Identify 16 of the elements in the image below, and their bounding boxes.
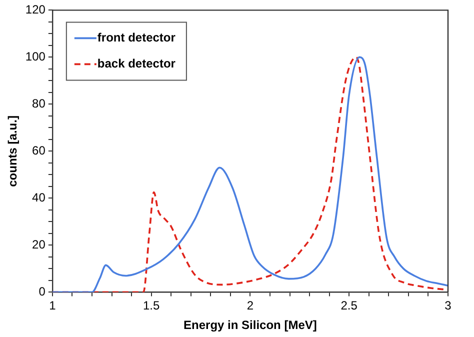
y-tick-label: 40 <box>32 190 46 205</box>
x-axis-title: Energy in Silicon [MeV] <box>184 318 317 332</box>
x-tick-label: 1 <box>49 298 56 313</box>
legend-label: back detector <box>97 56 176 71</box>
y-tick-label: 80 <box>32 96 46 111</box>
y-tick-label: 120 <box>25 2 46 17</box>
y-tick-label: 100 <box>25 50 46 64</box>
y-tick-label: 20 <box>32 238 46 252</box>
y-axis-title: counts [a.u.] <box>6 116 20 187</box>
y-tick-label: 0 <box>38 284 46 299</box>
x-tick-label: 1.5 <box>142 298 160 313</box>
x-tick-label: 3 <box>444 298 452 313</box>
legend-label: front detector <box>97 30 176 45</box>
y-tick-label: 60 <box>32 144 46 158</box>
x-tick-label: 2.5 <box>340 298 358 313</box>
x-tick-label: 2 <box>246 298 254 313</box>
